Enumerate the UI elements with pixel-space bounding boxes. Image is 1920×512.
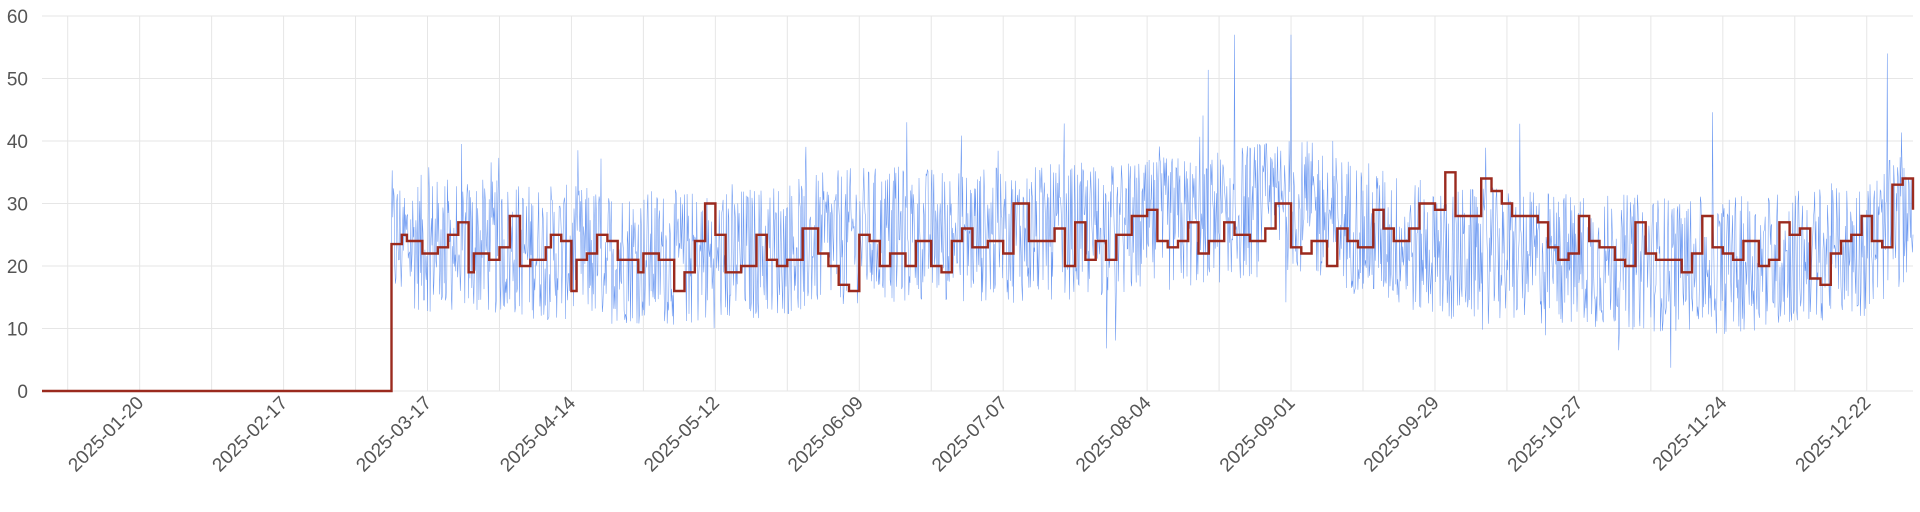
x-tick-label: 2025-05-12 (640, 393, 724, 477)
x-tick-label: 2025-07-07 (928, 393, 1012, 477)
y-tick-label: 30 (7, 195, 28, 216)
series-thin-line (42, 34, 1914, 392)
y-tick-label: 50 (7, 70, 28, 91)
x-tick-label: 2025-12-22 (1792, 393, 1876, 477)
x-tick-label: 2025-01-20 (65, 393, 149, 477)
series-step-line (42, 171, 1915, 393)
x-tick-label: 2025-08-04 (1072, 392, 1156, 476)
x-tick-label: 2025-06-09 (784, 393, 868, 477)
x-tick-label: 2025-09-29 (1360, 393, 1444, 477)
y-tick-label: 20 (7, 257, 28, 278)
x-tick-label: 2025-03-17 (352, 393, 436, 477)
x-tick-label: 2025-09-01 (1216, 393, 1300, 477)
y-tick-label: 60 (7, 7, 28, 28)
y-tick-label: 0 (17, 382, 28, 403)
x-tick-label: 2025-10-27 (1504, 393, 1588, 477)
x-tick-label: 2025-02-17 (209, 393, 293, 477)
x-tick-label: 2025-11-24 (1649, 392, 1732, 475)
x-tick-label: 2025-04-14 (496, 392, 580, 476)
y-tick-label: 40 (7, 132, 28, 153)
y-tick-label: 10 (7, 320, 28, 341)
